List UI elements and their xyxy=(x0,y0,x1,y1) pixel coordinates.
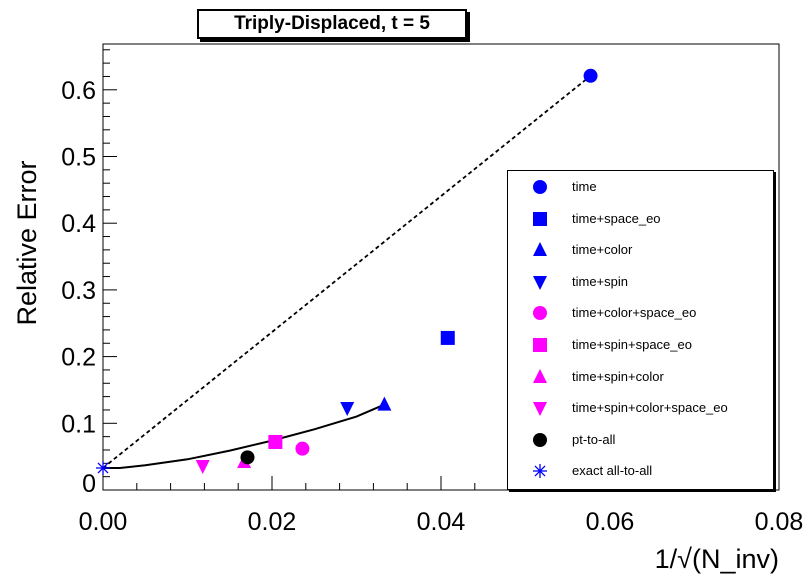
marker-exact-all-to-all xyxy=(96,460,110,475)
legend-marker xyxy=(533,242,547,257)
legend-label: time+spin+space_eo xyxy=(572,337,692,352)
fit-curve-dashed xyxy=(102,75,592,469)
fit-curve-solid xyxy=(103,403,385,469)
legend-item: time+space_eo xyxy=(508,209,768,229)
legend-item: time+color+space_eo xyxy=(508,303,768,323)
chart-title: Triply-Displaced, t = 5 xyxy=(197,9,467,39)
legend-marker-shape xyxy=(533,368,547,383)
legend-item: time+spin xyxy=(508,272,768,292)
legend-label: time+spin xyxy=(572,273,628,289)
legend-item: time+spin+space_eo xyxy=(508,335,768,355)
legend-marker xyxy=(533,275,547,290)
y-tick-label: 0.6 xyxy=(61,77,96,105)
axis-tick-labels: 0.00 0.02 0.04 0.06 0.08 0 0.1 0.2 0.3 0.4 0.5 0.6 xyxy=(61,77,803,536)
marker-time-spin-color-space-eo xyxy=(195,459,210,474)
legend-label: time+spin+color xyxy=(572,368,664,384)
y-tick-label: 0 xyxy=(82,470,96,498)
marker-time-color-space-eo xyxy=(295,441,310,456)
legend-item: time+spin+color+space_eo xyxy=(508,398,768,418)
y-axis-title: Relative Error xyxy=(12,160,42,325)
marker-time-space-eo xyxy=(440,330,455,345)
legend-label: time+color+space_eo xyxy=(572,305,697,321)
marker-time-color xyxy=(377,396,392,411)
y-tick-label: 0.4 xyxy=(61,210,96,238)
marker-pt-to-all xyxy=(240,450,255,465)
fit-curves xyxy=(102,75,592,469)
x-tick-label: 0.00 xyxy=(79,508,128,536)
legend-marker xyxy=(533,180,547,194)
y-tick-label: 0.2 xyxy=(61,344,96,372)
y-tick-label: 0.3 xyxy=(61,277,96,305)
marker-time-spin-space-eo xyxy=(268,434,283,449)
legend-marker xyxy=(533,464,547,479)
legend-marker-shape xyxy=(533,338,547,352)
data-markers xyxy=(96,68,598,475)
legend-marker-shape xyxy=(533,242,547,257)
legend-marker-shape xyxy=(533,180,547,194)
legend-label: pt-to-all xyxy=(572,431,616,447)
legend-item: time+spin+color xyxy=(508,367,768,387)
legend-marker-shape xyxy=(533,275,547,290)
legend-label: time+space_eo xyxy=(572,210,661,226)
legend-label: time xyxy=(572,179,597,194)
legend-item: time+color xyxy=(508,240,768,260)
legend-marker xyxy=(533,338,547,352)
legend-marker xyxy=(533,402,547,417)
x-tick-label: 0.08 xyxy=(755,508,804,536)
legend-label: time+color xyxy=(572,242,633,258)
legend-marker-shape xyxy=(533,306,547,321)
legend-label: time+spin+color+space_eo xyxy=(572,400,728,416)
legend-marker-shape xyxy=(533,464,547,479)
legend-marker xyxy=(533,368,547,383)
legend-marker-shape xyxy=(533,211,547,226)
legend-marker xyxy=(533,306,547,321)
marker-time xyxy=(583,68,598,83)
x-tick-label: 0.04 xyxy=(417,508,466,536)
legend-item: exact all-to-all xyxy=(508,461,768,481)
legend: time time+space_eo time+color time+spin time… xyxy=(507,170,774,490)
legend-label: exact all-to-all xyxy=(572,463,653,479)
y-tick-label: 0.1 xyxy=(61,410,96,438)
x-tick-label: 0.06 xyxy=(586,508,635,536)
legend-marker xyxy=(533,211,547,226)
y-tick-label: 0.5 xyxy=(61,144,96,172)
legend-marker-shape xyxy=(533,402,547,417)
legend-marker xyxy=(533,432,547,447)
legend-item: pt-to-all xyxy=(508,430,768,450)
marker-time-spin xyxy=(340,401,355,416)
x-axis-title: 1/√(N_inv) xyxy=(655,544,779,574)
legend-marker-shape xyxy=(533,432,547,447)
x-tick-label: 0.02 xyxy=(248,508,297,536)
legend-item: time xyxy=(508,177,768,197)
